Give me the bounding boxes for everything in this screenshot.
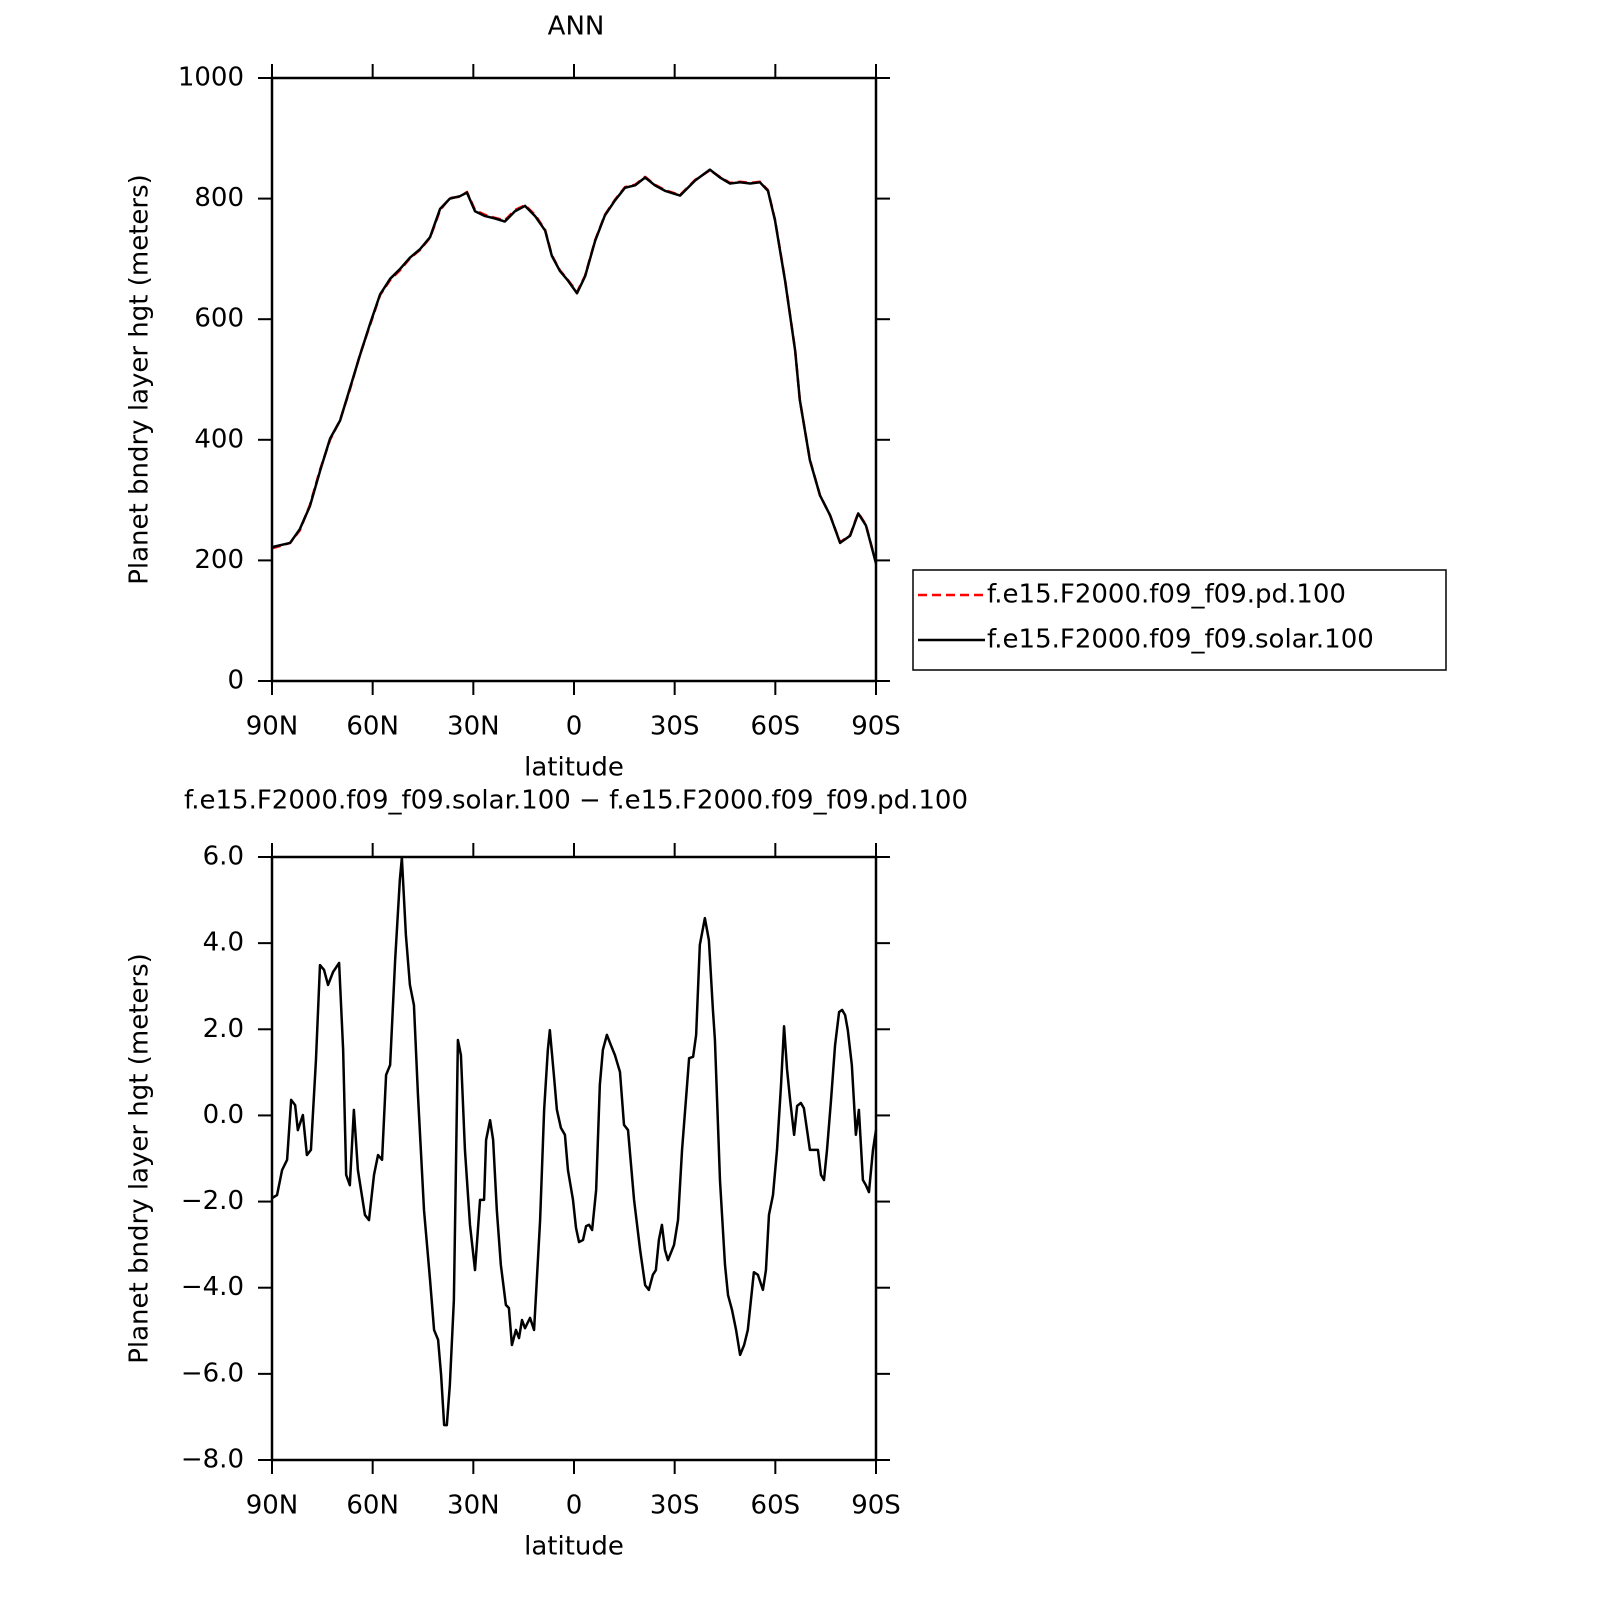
- y-tick-label: −8.0: [181, 1445, 244, 1475]
- legend-label: f.e15.F2000.f09_f09.pd.100: [987, 580, 1346, 610]
- x-tick-label: 60N: [346, 712, 399, 742]
- x-tick-label: 30N: [447, 712, 500, 742]
- y-axis-label: Planet bndry layer hgt (meters): [125, 174, 155, 585]
- legend-box: [912, 569, 1447, 671]
- data-line: [271, 169, 878, 564]
- x-tick-label: 30S: [650, 1491, 700, 1521]
- y-tick-label: 1000: [178, 63, 244, 93]
- x-tick-label: 60S: [751, 1491, 801, 1521]
- y-tick-label: −2.0: [181, 1186, 244, 1216]
- y-tick-label: 800: [194, 183, 244, 213]
- y-tick-label: 0: [227, 666, 244, 696]
- y-tick-label: 200: [194, 545, 244, 575]
- data-line: [271, 856, 878, 1427]
- y-tick-label: −4.0: [181, 1272, 244, 1302]
- y-tick-label: −6.0: [181, 1358, 244, 1388]
- x-axis-label: latitude: [524, 1532, 624, 1562]
- y-tick-label: 600: [194, 304, 244, 334]
- plot-frame: [270, 76, 878, 683]
- chart-title: f.e15.F2000.f09_f09.solar.100 − f.e15.F2…: [184, 786, 968, 816]
- chart-title: ANN: [548, 12, 605, 42]
- x-tick-label: 60S: [751, 712, 801, 742]
- x-tick-label: 30S: [650, 712, 700, 742]
- x-axis-label: latitude: [524, 753, 624, 783]
- data-line: [271, 168, 878, 564]
- legend: f.e15.F2000.f09_f09.pd.100 f.e15.F2000.f0…: [912, 569, 1447, 671]
- x-tick-label: 60N: [346, 1491, 399, 1521]
- x-tick-label: 90S: [851, 712, 901, 742]
- y-tick-label: 4.0: [203, 928, 244, 958]
- plot-frame: [270, 855, 878, 1462]
- y-tick-label: 2.0: [203, 1014, 244, 1044]
- x-tick-label: 0: [566, 1491, 583, 1521]
- y-tick-label: 0.0: [203, 1100, 244, 1130]
- x-tick-label: 90N: [246, 1491, 299, 1521]
- x-tick-label: 0: [566, 712, 583, 742]
- legend-label: f.e15.F2000.f09_f09.solar.100: [987, 625, 1374, 655]
- y-tick-label: 400: [194, 424, 244, 454]
- y-tick-label: 6.0: [203, 842, 244, 872]
- x-tick-label: 30N: [447, 1491, 500, 1521]
- x-tick-label: 90S: [851, 1491, 901, 1521]
- y-axis-label: Planet bndry layer hgt (meters): [125, 953, 155, 1364]
- x-tick-label: 90N: [246, 712, 299, 742]
